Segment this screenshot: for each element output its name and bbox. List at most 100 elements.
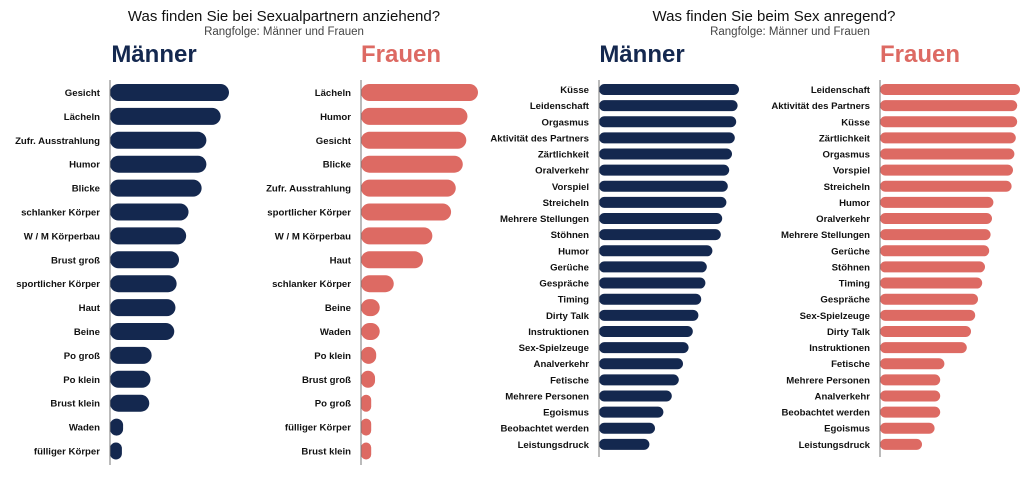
chart-1-panel-men-category-label: Brust groß [51, 255, 100, 266]
chart-2-panel-women-bar [880, 100, 1018, 112]
chart-1-panel-men-category-label: Waden [69, 423, 100, 434]
chart-1-panel-men-category-label: Gesicht [65, 88, 101, 99]
chart-2-panel-women-label: Frauen [880, 41, 960, 68]
chart-2-panel-women-bar [880, 390, 941, 402]
chart-1-panel-women-category-label: Beine [325, 303, 351, 314]
chart-2-panel-women-category-label: Egoismus [824, 424, 870, 435]
chart-1-panel-men-category-label: Po klein [63, 375, 100, 386]
chart-1-panel-men-category-label: Haut [79, 303, 101, 314]
chart-2-panel-men-category-label: Dirty Talk [546, 311, 590, 322]
chart-2-panel-women-category-label: Sex-Spielzeuge [800, 311, 870, 322]
chart-1-panel-men-category-label: Po groß [64, 351, 100, 362]
chart-1-panel-men-category-label: sportlicher Körper [16, 279, 100, 290]
chart-2-panel-women-category-label: Beobachtet werden [782, 408, 871, 419]
chart-1-panel-women-bar [361, 84, 478, 101]
chart-1-panel-women-category-label: W / M Körperbau [275, 231, 351, 242]
chart-2-panel-men-bar [599, 438, 650, 450]
chart-2-panel-men-bar [599, 390, 672, 402]
chart-2-panel-women-category-label: Fetische [831, 359, 870, 370]
chart-1-panel-women-bar [361, 203, 452, 221]
chart-1-panel-women-bar [361, 275, 394, 293]
chart-1-panel-men-bar [110, 227, 187, 245]
chart-1-panel-men-bar [110, 155, 207, 173]
chart-2-panel-women-bar [880, 406, 941, 418]
chart-1-panel-men-category-label: Lächeln [64, 112, 100, 123]
chart-2-panel-women-category-label: Mehrere Personen [786, 375, 870, 386]
chart-2-panel-women-bar [880, 422, 935, 434]
chart-1-panel-women-bar [361, 370, 376, 388]
chart-2-panel-women-category-label: Gerüche [831, 246, 870, 257]
chart-2-panel-men-category-label: Timing [558, 295, 589, 306]
chart-2-panel-men-bar [599, 406, 664, 418]
chart-1-panel-women-bar [361, 323, 380, 340]
chart-2-panel-women-category-label: Orgasmus [823, 150, 870, 161]
chart-1-panel-women-bar [361, 418, 372, 436]
chart-2-panel-men-bar [599, 100, 738, 112]
chart-2-panel-men-category-label: Leidenschaft [530, 101, 590, 112]
chart-2-panel-men-category-label: Beobachtet werden [501, 424, 590, 435]
chart-1-panel-women-bar [361, 107, 468, 125]
chart-2-panel-men-category-label: Mehrere Stellungen [500, 214, 589, 225]
chart-1-panel-women-category-label: schlanker Körper [272, 279, 351, 290]
chart-2-panel-women-bar [880, 358, 945, 370]
chart-2-panel-women-category-label: Zärtlichkeit [819, 133, 871, 144]
chart-1-panel-women-category-label: Brust groß [302, 375, 351, 386]
chart-1-subtitle: Rangfolge: Männer und Frauen [204, 26, 364, 38]
chart-1-panel-men-bar [110, 84, 229, 101]
chart-1-panel-women-category-label: Po groß [315, 399, 351, 410]
chart-1-panel-men-bar [110, 251, 180, 269]
chart-2-panel-men-category-label: Oralverkehr [535, 166, 589, 177]
chart-2-panel-women-bar [880, 438, 922, 450]
chart-1-panel-men-bar [110, 370, 151, 388]
chart-1-panel-men-bar [110, 418, 124, 436]
chart-2-panel-women-bar [880, 293, 978, 305]
chart-1-panel-women-bar [361, 442, 372, 460]
chart-2-panel-women-category-label: Gespräche [820, 295, 870, 306]
chart-1-panel-men-category-label: schlanker Körper [21, 208, 100, 219]
chart-2-panel-women-bar [880, 132, 1016, 144]
chart-2-panel-women-bar [880, 245, 990, 257]
chart-1-panel-women-category-label: sportlicher Körper [267, 208, 351, 219]
chart-1-panel-men-bar [110, 323, 175, 340]
chart-1-panel-men-category-label: Brust klein [50, 399, 100, 410]
chart-2-panel-men-bar [599, 245, 713, 257]
chart-1-panel-men-bar [110, 275, 177, 293]
chart-2-panel-women-bar [880, 229, 991, 241]
chart-2-panel-men-bar [599, 196, 727, 208]
chart-1-panel-women-bar [361, 251, 424, 269]
chart-1-panel-men-label: Männer [111, 41, 196, 68]
chart-1-panel-women-category-label: Po klein [314, 351, 351, 362]
chart-2-panel-women-bar [880, 84, 1020, 95]
chart-2-panel-men-category-label: Streicheln [543, 198, 590, 209]
chart-2-panel-women-category-label: Aktivität des Partners [771, 101, 870, 112]
chart-2-panel-men-category-label: Sex-Spielzeuge [519, 343, 589, 354]
chart-2-panel-women-category-label: Stöhnen [832, 262, 871, 273]
chart-2-panel-men-category-label: Analverkehr [534, 359, 590, 370]
chart-2-panel-men-bar [599, 116, 737, 128]
chart-1-panel-women-bar [361, 155, 463, 173]
chart-2-panel-women-bar [880, 148, 1015, 160]
chart-2-panel-men-label: Männer [599, 41, 684, 68]
chart-2-panel-women-category-label: Streicheln [824, 182, 871, 193]
chart-1-panel-men-category-label: fülliger Körper [34, 447, 100, 458]
chart-1-panel-women-bar [361, 346, 377, 364]
chart-2-panel-men-category-label: Gerüche [550, 262, 589, 273]
chart-2-panel-women-bar [880, 277, 983, 289]
chart-2-panel-women-bar [880, 213, 992, 225]
chart-2-title: Was finden Sie beim Sex anregend? [653, 8, 896, 25]
chart-1-panel-women-category-label: Brust klein [301, 447, 351, 458]
chart-1-panel-men-bar [110, 394, 150, 412]
chart-1-panel-men-bar [110, 346, 152, 364]
chart-1-panel-women-bar [361, 179, 456, 197]
chart-2-panel-women-bar [880, 180, 1012, 192]
chart-1-panel-men-bar [110, 131, 207, 149]
chart-1-panel-men-category-label: Beine [74, 327, 100, 338]
chart-2-panel-women-category-label: Vorspiel [833, 166, 870, 177]
chart-2-panel-women-category-label: Küsse [841, 117, 870, 128]
chart-1-panel-women-bar [361, 227, 433, 245]
chart-2-panel-men-bar [599, 213, 723, 225]
chart-1-panel-women-bar [361, 299, 380, 317]
chart-1-panel-women-category-label: Humor [320, 112, 351, 123]
chart-2-panel-men-bar [599, 277, 706, 289]
chart-2-panel-men-category-label: Mehrere Personen [505, 391, 589, 402]
